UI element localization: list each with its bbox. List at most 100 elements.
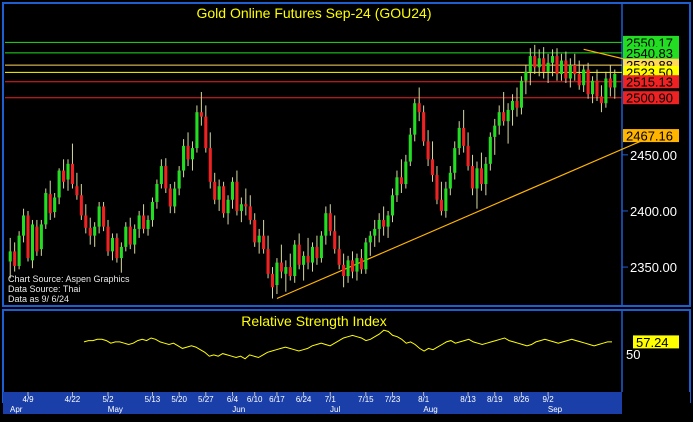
- candle-body: [119, 246, 123, 259]
- candle-body: [150, 201, 155, 220]
- candle-body: [128, 226, 132, 245]
- candle-body: [35, 226, 39, 252]
- candle-body: [97, 206, 101, 227]
- candle-body: [310, 246, 315, 263]
- candlesticks: [8, 44, 617, 299]
- time-tick-label: 9/2: [543, 395, 555, 404]
- time-tick-label: 6/17: [269, 395, 285, 404]
- time-tick-label: 6/10: [247, 395, 263, 404]
- time-axis-corner: [622, 392, 690, 414]
- candle-body: [93, 226, 97, 236]
- time-tick-label: 7/15: [358, 395, 374, 404]
- month-label: Aug: [423, 405, 437, 414]
- candle-body: [102, 206, 106, 227]
- source-line-2: Data Source: Thai: [8, 284, 80, 294]
- source-line-3: Data as 9/ 6/24: [8, 294, 69, 304]
- candle-body: [426, 141, 430, 160]
- candle-body: [66, 163, 70, 180]
- candle-body: [395, 177, 399, 196]
- candle-body: [568, 65, 572, 79]
- candle-body: [293, 244, 297, 277]
- level-label-box: [623, 75, 679, 89]
- candle-body: [573, 65, 577, 75]
- price-panel-frame: [2, 2, 691, 307]
- month-label: May: [108, 405, 123, 414]
- level-label: 2515.13: [626, 75, 673, 90]
- candle-body: [502, 112, 506, 122]
- candle-body: [475, 168, 479, 189]
- candle-body: [182, 145, 186, 171]
- candle-body: [608, 78, 612, 88]
- price-tick-label: 2400.00: [630, 204, 677, 219]
- month-label: Apr: [10, 405, 23, 414]
- rsi-value-box: [633, 335, 679, 349]
- candle-body: [222, 186, 226, 214]
- candle-body: [213, 181, 217, 200]
- candle-body: [84, 215, 88, 228]
- candle-body: [48, 194, 52, 214]
- month-label: Jun: [232, 405, 245, 414]
- candle-body: [328, 213, 332, 232]
- time-axis-strip: [3, 392, 622, 414]
- candle-body: [190, 148, 195, 160]
- candle-body: [186, 145, 190, 160]
- candle-body: [466, 145, 470, 167]
- candle-body: [159, 166, 163, 185]
- month-label: Sep: [548, 405, 563, 414]
- candle-body: [373, 228, 377, 236]
- candle-body: [382, 219, 386, 227]
- candle-body: [262, 235, 266, 250]
- time-axis: 4/9 4/22 5/2 5/13 5/20 5/27 6/4 6/10 6/17 6/24 7/1…: [10, 392, 563, 414]
- time-tick-label: 4/22: [65, 395, 81, 404]
- candle-body: [533, 56, 537, 68]
- candle-body: [595, 80, 599, 97]
- candle-body: [288, 267, 292, 277]
- candle-body: [462, 127, 466, 146]
- rsi-title: Relative Strength Index: [241, 313, 387, 329]
- candle-body: [564, 60, 568, 79]
- candle-body: [359, 258, 363, 270]
- candle-body: [88, 227, 92, 236]
- candle-body: [524, 71, 528, 81]
- candle-body: [333, 231, 337, 250]
- candle-body: [204, 116, 208, 149]
- candle-body: [39, 224, 43, 250]
- candle-body: [324, 213, 328, 236]
- candle-body: [386, 215, 390, 227]
- candle-body: [44, 193, 48, 225]
- time-tick-label: 7/23: [385, 395, 401, 404]
- candle-body: [506, 109, 510, 122]
- candle-body: [586, 69, 590, 95]
- candle-body: [515, 100, 519, 108]
- level-label-box: [623, 46, 679, 60]
- candle-body: [368, 235, 372, 243]
- candle-body: [30, 224, 35, 261]
- candle-body: [413, 103, 417, 135]
- candle-body: [528, 56, 532, 72]
- candle-body: [453, 148, 457, 173]
- price-axis: 2350.00 2400.00 2450.00: [622, 148, 677, 275]
- candle-body: [230, 181, 235, 200]
- candle-body: [164, 166, 168, 189]
- candle-body: [546, 62, 550, 72]
- candle-body: [26, 215, 30, 259]
- time-tick-label: 6/24: [296, 395, 312, 404]
- candle-body: [519, 80, 523, 108]
- level-label-box: [623, 91, 679, 105]
- candle-body: [13, 251, 17, 266]
- candle-body: [266, 249, 270, 274]
- candle-body: [559, 60, 563, 75]
- candle-body: [364, 242, 368, 270]
- time-tick-label: 6/4: [227, 395, 239, 404]
- candle-body: [53, 197, 57, 213]
- candle-body: [319, 235, 323, 259]
- candle-body: [195, 112, 199, 149]
- candle-body: [542, 58, 546, 72]
- price-tick-label: 2450.00: [630, 148, 677, 163]
- time-tick-label: 8/26: [514, 395, 530, 404]
- candle-body: [355, 258, 359, 272]
- price-tick-label: 2350.00: [630, 260, 677, 275]
- candle-body: [177, 170, 181, 189]
